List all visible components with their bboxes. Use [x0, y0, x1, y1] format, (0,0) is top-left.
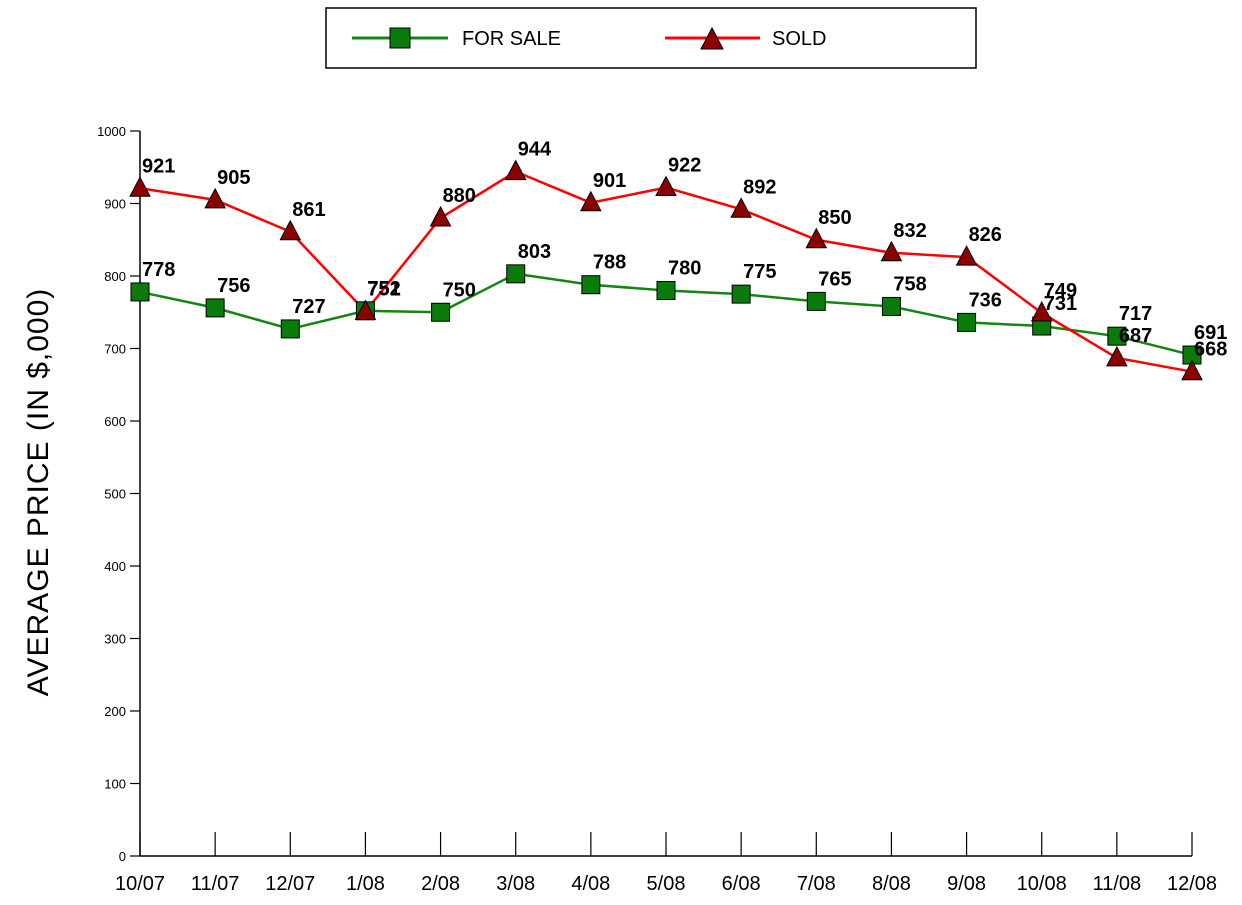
x-tick-label: 8/08 [872, 873, 911, 895]
sold-point [504, 159, 527, 181]
x-tick-label: 11/07 [191, 873, 240, 895]
for-sale-data-label: 727 [292, 296, 325, 318]
for-sale-data-label: 788 [593, 252, 626, 274]
y-tick-label: 0 [119, 849, 126, 864]
for-sale-point [1107, 326, 1127, 346]
sold-point [1106, 345, 1128, 367]
for-sale-data-label: 752 [367, 278, 400, 300]
for-sale-point [280, 319, 300, 339]
for-sale-point [431, 302, 451, 322]
series-layer [129, 159, 1203, 381]
x-tick-label: 12/07 [265, 873, 315, 895]
legend-item-sold: SOLD [665, 26, 826, 50]
x-tick-label: 7/08 [797, 873, 836, 895]
sold-data-label: 905 [217, 167, 250, 189]
for-sale-data-label: 756 [217, 275, 250, 297]
sold-data-label: 751 [367, 279, 400, 301]
sold-point [354, 299, 377, 321]
for-sale-data-label: 778 [142, 259, 175, 281]
sold-data-label: 880 [443, 185, 476, 207]
sold-point [655, 175, 677, 197]
y-tick-label: 300 [104, 632, 126, 647]
for-sale-point [731, 284, 751, 304]
y-tick-label: 100 [104, 777, 126, 792]
for-sale-point [130, 282, 150, 302]
x-ticks: 10/07 11/07 12/07 1/08 2/08 3/08 4/08 5/08 6/08 7… [115, 832, 1217, 895]
sold-point [1030, 300, 1053, 322]
x-tick-label: 1/08 [346, 873, 385, 895]
sold-point [880, 240, 903, 262]
y-tick-label: 200 [104, 704, 126, 719]
x-tick-label: 9/08 [947, 873, 986, 895]
y-ticks: 0 100 200 300 400 500 600 700 800 900 1000 [97, 124, 140, 864]
for-sale-point [656, 281, 676, 300]
sold-point [805, 227, 828, 249]
legend-square-icon [389, 27, 411, 49]
sold-point [204, 187, 226, 209]
for-sale-data-label: 758 [893, 273, 926, 295]
for-sale-data-label: 750 [443, 279, 476, 301]
x-tick-label: 11/08 [1093, 873, 1142, 895]
y-tick-label: 1000 [97, 124, 126, 139]
for-sale-data-label: 780 [668, 258, 701, 280]
for-sale-point [506, 264, 526, 284]
sold-point [1181, 359, 1203, 381]
sold-data-label: 901 [593, 170, 626, 192]
for-sale-data-label: 765 [818, 268, 851, 290]
y-tick-label: 400 [104, 559, 126, 574]
legend-sold-label: SOLD [772, 28, 826, 50]
for-sale-data-label: 803 [518, 241, 551, 263]
for-sale-point [205, 298, 225, 318]
for-sale-data-label: 775 [743, 261, 776, 283]
sold-data-label: 892 [743, 176, 776, 198]
sold-point [730, 197, 752, 218]
legend-for-sale-label: FOR SALE [462, 28, 561, 50]
y-axis-label: AVERAGE PRICE (IN $,000) [22, 288, 55, 697]
legend-item-for-sale: FOR SALE [352, 27, 561, 50]
sold-data-label: 832 [893, 220, 926, 242]
legend: FOR SALE SOLD [325, 7, 977, 69]
sold-point [279, 219, 302, 241]
y-tick-label: 900 [104, 197, 126, 212]
y-tick-label: 600 [104, 414, 126, 429]
sold-point [429, 205, 452, 227]
sold-data-label: 687 [1119, 325, 1152, 347]
y-tick-label: 700 [104, 342, 126, 357]
sold-data-label: 922 [668, 155, 701, 177]
sold-point [129, 176, 151, 197]
sold-data-label: 826 [969, 224, 1002, 246]
x-tick-label: 3/08 [496, 873, 535, 895]
y-tick-label: 500 [104, 487, 126, 502]
x-tick-label: 12/08 [1167, 873, 1217, 895]
for-sale-point [806, 291, 826, 311]
x-tick-label: 4/08 [571, 873, 610, 895]
sold-data-label: 850 [818, 207, 851, 229]
x-tick-label: 6/08 [722, 873, 761, 895]
x-tick-label: 10/07 [115, 873, 165, 895]
sold-data-label: 668 [1194, 339, 1227, 361]
x-tick-label: 5/08 [647, 873, 686, 895]
x-tick-label: 2/08 [421, 873, 460, 895]
for-sale-data-label: 736 [969, 289, 1002, 311]
sold-point [955, 245, 978, 266]
for-sale-data-label: 691 [1194, 322, 1227, 344]
y-tick-label: 800 [104, 269, 126, 284]
sold-point [580, 190, 602, 212]
sold-data-label: 749 [1044, 280, 1077, 302]
for-sale-data-label: 731 [1044, 293, 1077, 315]
for-sale-point [581, 275, 601, 295]
for-sale-data-label: 717 [1119, 303, 1152, 325]
for-sale-point [881, 296, 901, 316]
sold-data-label: 944 [518, 139, 552, 161]
legend-triangle-icon [700, 26, 724, 50]
sold-data-label: 861 [292, 199, 325, 221]
for-sale-point [957, 312, 977, 332]
x-tick-label: 10/08 [1017, 873, 1067, 895]
sold-data-label: 921 [142, 155, 175, 177]
